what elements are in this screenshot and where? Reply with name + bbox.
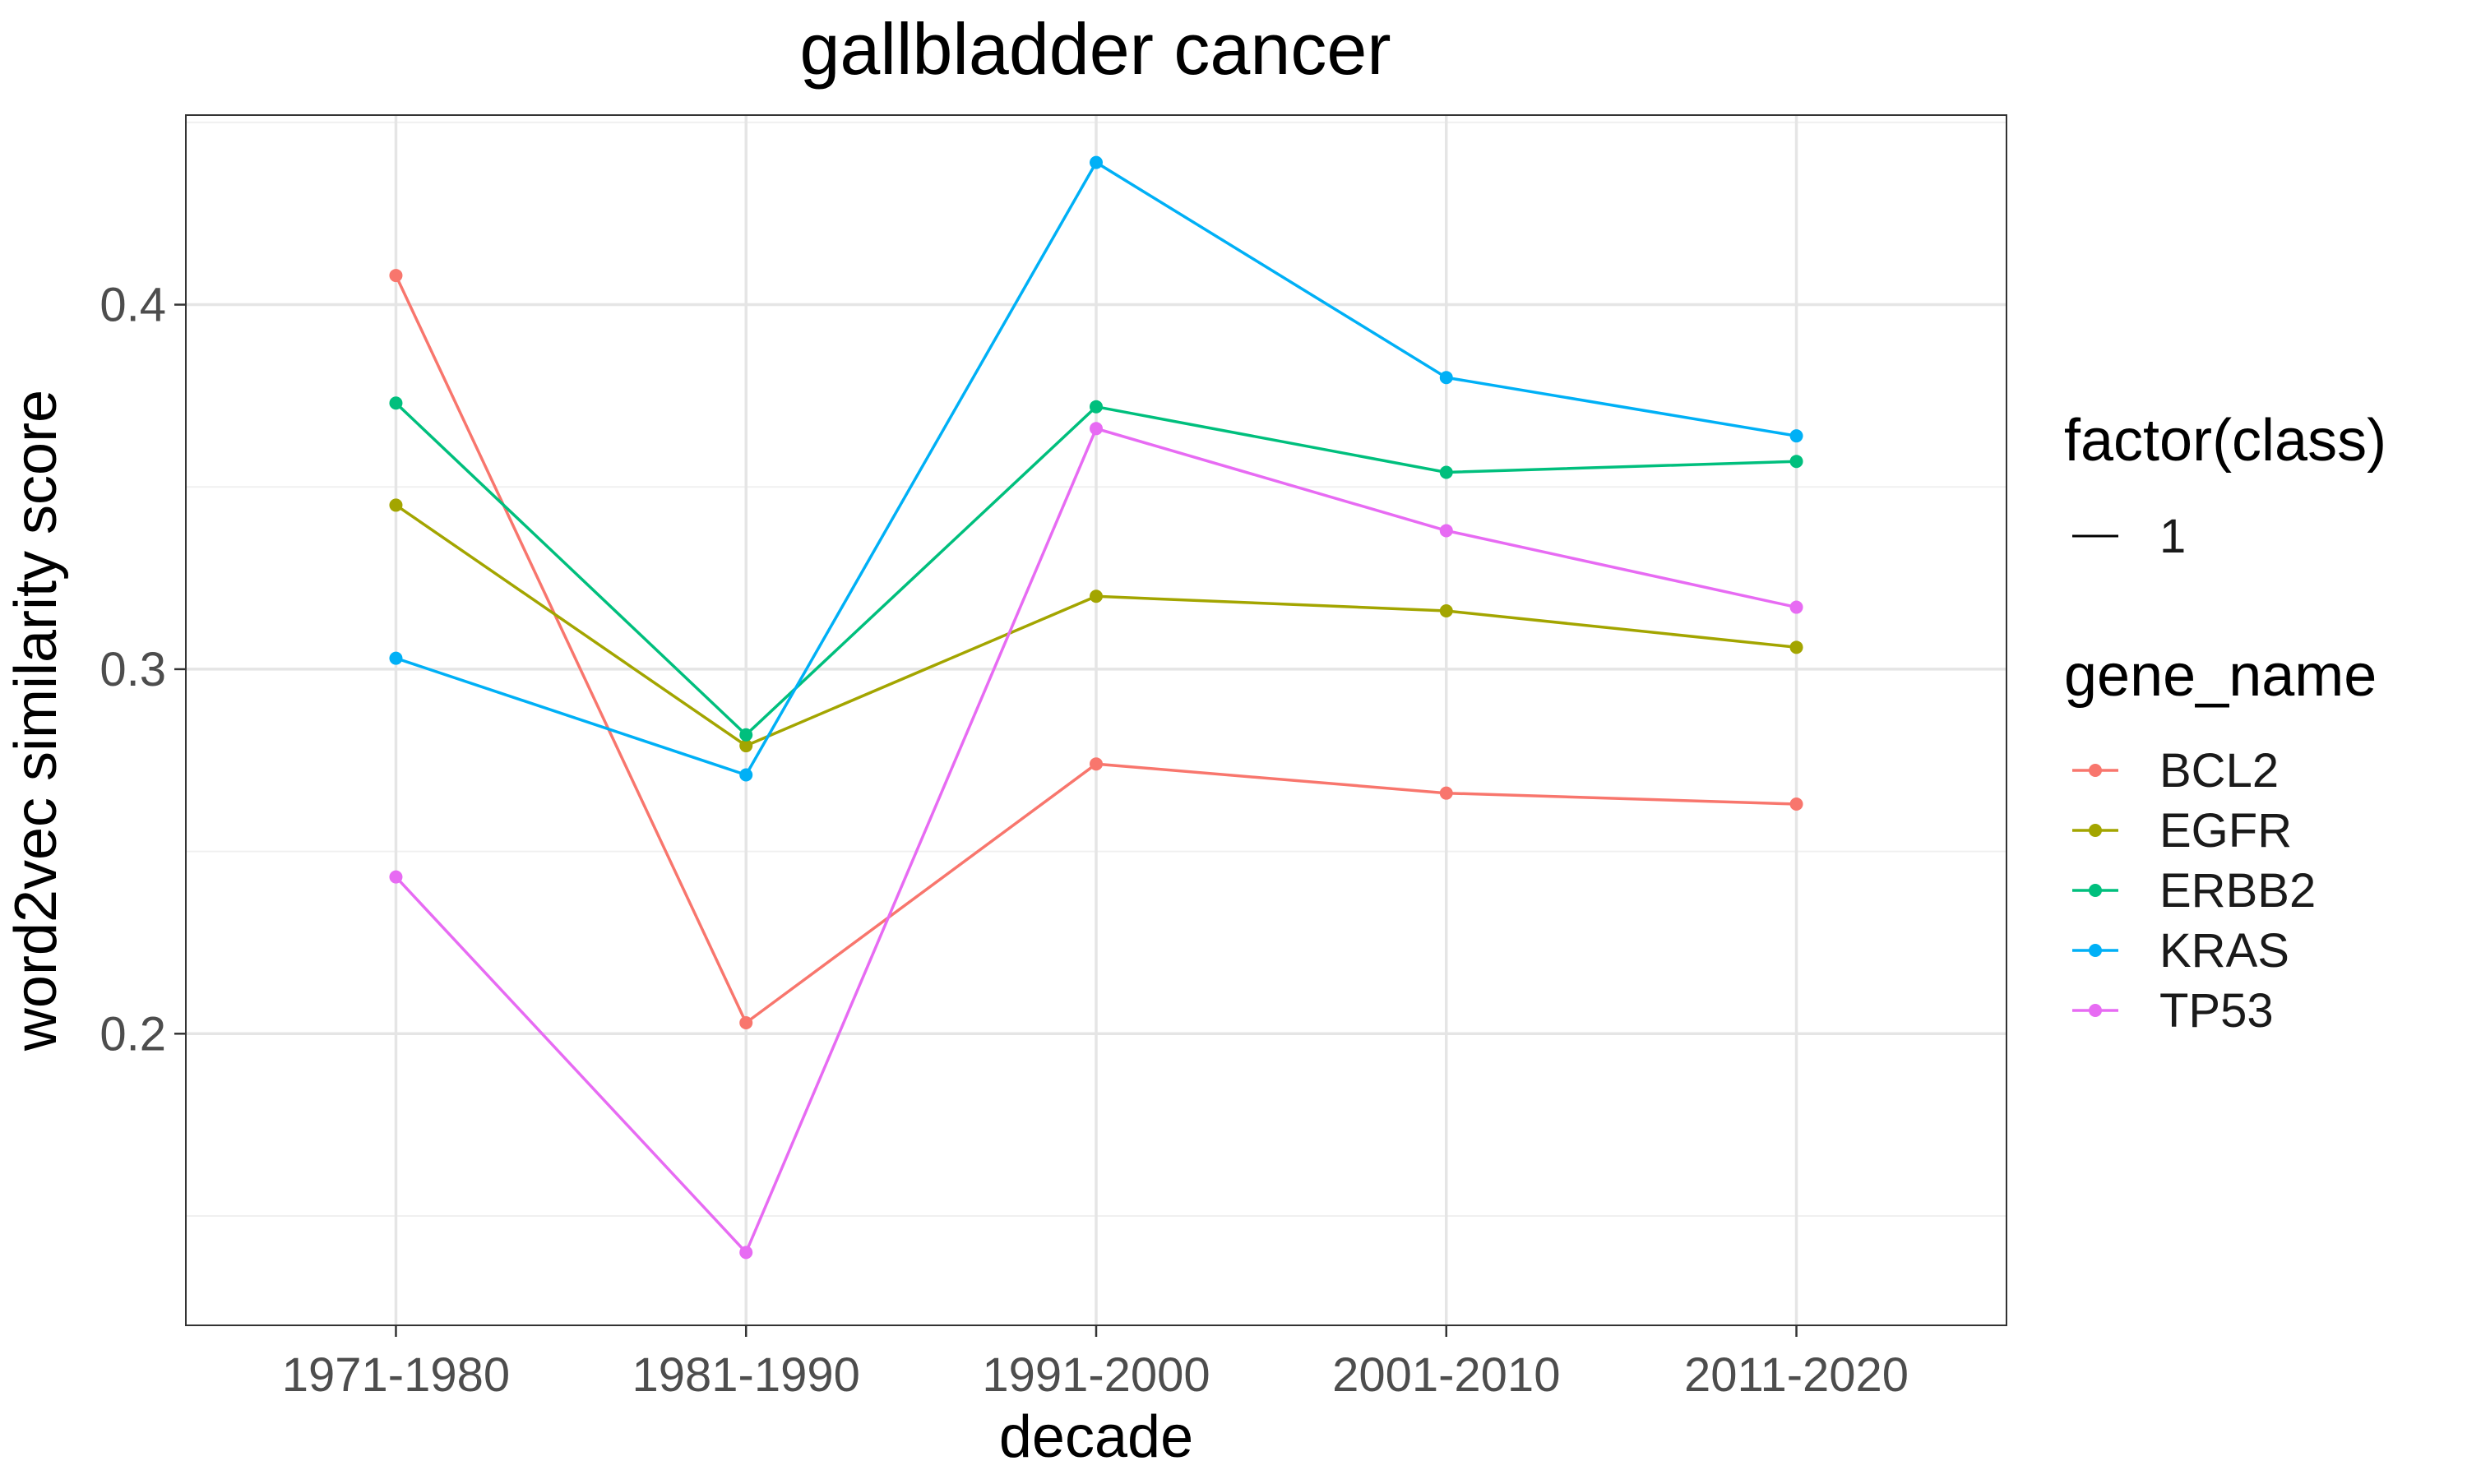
data-point-erbb2 — [739, 728, 753, 742]
data-point-bcl2 — [1090, 757, 1103, 771]
data-point-erbb2 — [1439, 465, 1453, 479]
y-tick-label: 0.4 — [100, 279, 166, 332]
data-point-erbb2 — [389, 396, 403, 410]
x-tick-label: 1991-2000 — [982, 1348, 1210, 1402]
legend-label-tp53: TP53 — [2159, 984, 2274, 1038]
data-point-kras — [389, 651, 403, 665]
y-axis-label: word2vec similarity score — [3, 390, 69, 1052]
data-point-tp53 — [1439, 524, 1453, 538]
legend-key-point-bcl2 — [2089, 764, 2102, 777]
legend-key-point-kras — [2089, 944, 2102, 957]
legend-gene-title: gene_name — [2064, 643, 2377, 709]
y-tick-label: 0.3 — [100, 643, 166, 696]
data-point-tp53 — [1789, 600, 1803, 614]
y-axis: 0.2 0.3 0.4 — [100, 279, 186, 1061]
x-tick-label: 1981-1990 — [632, 1348, 860, 1402]
legend-class-label: 1 — [2159, 510, 2186, 563]
data-point-bcl2 — [739, 1016, 753, 1029]
legend-label-bcl2: BCL2 — [2159, 744, 2279, 797]
data-point-kras — [1090, 155, 1103, 169]
legend-key-point-egfr — [2089, 824, 2102, 837]
legend-label-erbb2: ERBB2 — [2159, 864, 2316, 918]
chart-title: gallbladder cancer — [799, 8, 1391, 90]
data-point-erbb2 — [1789, 455, 1803, 469]
data-point-egfr — [389, 498, 403, 512]
data-point-bcl2 — [1439, 786, 1453, 800]
grid — [186, 115, 2006, 1325]
data-point-erbb2 — [1090, 400, 1103, 414]
x-axis-label: decade — [999, 1404, 1193, 1470]
data-point-bcl2 — [1789, 797, 1803, 811]
legend-class: factor(class) 1 — [2064, 408, 2386, 563]
x-tick-label: 1971-1980 — [282, 1348, 510, 1402]
data-point-kras — [739, 768, 753, 782]
legend-label-egfr: EGFR — [2159, 804, 2292, 858]
data-point-egfr — [739, 739, 753, 753]
data-point-egfr — [1090, 589, 1103, 603]
legend-label-kras: KRAS — [2159, 924, 2289, 978]
data-point-egfr — [1789, 640, 1803, 654]
legend-gene: gene_name BCL2 EGFR ERBB2 KRAS TP53 — [2064, 643, 2377, 1038]
x-tick-label: 2001-2010 — [1332, 1348, 1560, 1402]
legend-key-point-erbb2 — [2089, 884, 2102, 897]
data-point-tp53 — [389, 870, 403, 884]
x-tick-label: 2011-2020 — [1684, 1348, 1909, 1402]
data-point-tp53 — [739, 1246, 753, 1260]
data-point-egfr — [1439, 603, 1453, 617]
series-lines — [389, 155, 1803, 1260]
y-tick-label: 0.2 — [100, 1007, 166, 1061]
data-point-tp53 — [1090, 422, 1103, 436]
data-point-kras — [1789, 429, 1803, 443]
x-axis: 1971-1980 1981-1990 1991-2000 2001-2010 2011… — [282, 1325, 1909, 1402]
data-point-bcl2 — [389, 269, 403, 283]
legend-class-title: factor(class) — [2064, 408, 2386, 474]
legend-key-point-tp53 — [2089, 1004, 2102, 1017]
data-point-kras — [1439, 371, 1453, 385]
